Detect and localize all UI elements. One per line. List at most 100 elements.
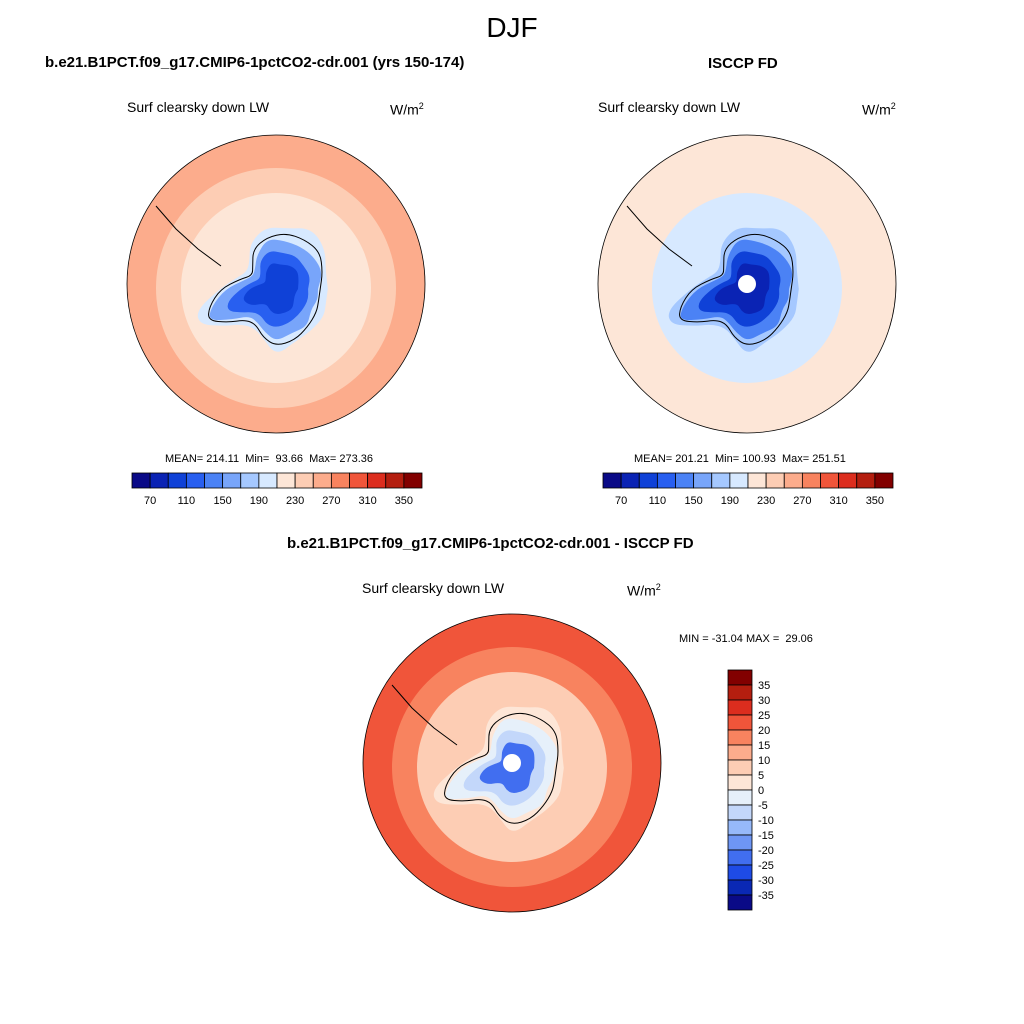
colorbar-tick-label: 270 bbox=[322, 495, 340, 507]
colorbar-box bbox=[727, 849, 753, 866]
colorbar-box bbox=[638, 472, 658, 489]
colorbar-tick-label: 5 bbox=[758, 770, 764, 782]
diff-map bbox=[362, 613, 662, 913]
model-colorbar: 70 110 150 190 230 270 310 350 bbox=[131, 472, 423, 507]
coastline bbox=[208, 233, 323, 345]
colorbar-tick-label: 30 bbox=[758, 695, 770, 707]
colorbar-box bbox=[727, 834, 753, 851]
colorbar-tick-label: 110 bbox=[649, 495, 667, 507]
colorbar-box bbox=[727, 759, 753, 776]
diff-variable-label: Surf clearsky down LW bbox=[362, 580, 505, 596]
diff-units-sup: 2 bbox=[655, 582, 661, 592]
diff-colorbar: 35 30 25 20 15 10 5 0 -5 -10 -15 -20 -25 -30 -35 bbox=[727, 669, 774, 911]
colorbar-box bbox=[801, 472, 821, 489]
obs-map bbox=[597, 134, 897, 434]
colorbar-box bbox=[693, 472, 713, 489]
colorbar-tick-label: 25 bbox=[758, 710, 770, 722]
colorbar-box bbox=[727, 684, 753, 701]
peninsula-coastline bbox=[155, 205, 222, 267]
colorbar-box bbox=[204, 472, 224, 489]
colorbar-tick-label: -35 bbox=[758, 890, 774, 902]
colorbar-box bbox=[727, 699, 753, 716]
colorbar-box bbox=[856, 472, 876, 489]
colorbar-tick-label: 190 bbox=[721, 495, 739, 507]
colorbar-box bbox=[727, 804, 753, 821]
colorbar-tick-label: 310 bbox=[829, 495, 847, 507]
map-boundary bbox=[362, 613, 662, 913]
diff-panel-title: b.e21.B1PCT.f09_g17.CMIP6-1pctCO2-cdr.00… bbox=[287, 535, 694, 552]
colorbar-box bbox=[727, 744, 753, 761]
obs-stats: MEAN= 201.21 Min= 100.93 Max= 251.51 bbox=[634, 453, 846, 465]
colorbar-tick-label: 150 bbox=[684, 495, 702, 507]
colorbar-tick-label: 350 bbox=[866, 495, 884, 507]
colorbar-box bbox=[602, 472, 622, 489]
colorbar-box bbox=[874, 472, 894, 489]
colorbar-box bbox=[727, 774, 753, 791]
diff-stats: MIN = -31.04 MAX = 29.06 bbox=[679, 633, 813, 645]
colorbar-tick-label: 35 bbox=[758, 680, 770, 692]
model-stats: MEAN= 214.11 Min= 93.66 Max= 273.36 bbox=[165, 453, 374, 465]
coastline bbox=[444, 712, 559, 824]
map-zone-plateau-interior bbox=[243, 263, 299, 315]
colorbar-box bbox=[349, 472, 369, 489]
obs-colorbar: 70 110 150 190 230 270 310 350 bbox=[602, 472, 894, 507]
colorbar-tick-label: 110 bbox=[178, 495, 196, 507]
colorbar-box bbox=[403, 472, 423, 489]
colorbar-box bbox=[222, 472, 242, 489]
obs-variable-label: Surf clearsky down LW bbox=[598, 99, 741, 115]
colorbar-tick-label: 310 bbox=[358, 495, 376, 507]
colorbar-box bbox=[367, 472, 387, 489]
colorbar-tick-label: 230 bbox=[286, 495, 304, 507]
peninsula-coastline bbox=[391, 684, 458, 746]
colorbar-box bbox=[727, 819, 753, 836]
obs-panel-title: ISCCP FD bbox=[708, 55, 778, 72]
colorbar-tick-label: 70 bbox=[615, 495, 627, 507]
colorbar-box bbox=[727, 879, 753, 896]
colorbar-tick-label: 150 bbox=[213, 495, 231, 507]
obs-units-text: W/m bbox=[862, 101, 891, 118]
model-units-label: W/m2 bbox=[390, 101, 424, 118]
colorbar-tick-label: 230 bbox=[757, 495, 775, 507]
colorbar-tick-label: 350 bbox=[395, 495, 413, 507]
colorbar-box bbox=[765, 472, 785, 489]
obs-units-label: W/m2 bbox=[862, 101, 896, 118]
missing-data-pole bbox=[738, 275, 756, 293]
colorbar-box bbox=[258, 472, 278, 489]
colorbar-box bbox=[727, 669, 753, 686]
model-variable-label: Surf clearsky down LW bbox=[127, 99, 270, 115]
colorbar-box bbox=[727, 864, 753, 881]
peninsula-coastline bbox=[626, 205, 693, 267]
colorbar-tick-label: 270 bbox=[793, 495, 811, 507]
colorbar-box bbox=[711, 472, 731, 489]
colorbar-tick-label: 15 bbox=[758, 740, 770, 752]
colorbar-box bbox=[747, 472, 767, 489]
model-units-sup: 2 bbox=[418, 101, 424, 111]
colorbar-box bbox=[294, 472, 314, 489]
colorbar-box bbox=[729, 472, 749, 489]
map-boundary bbox=[597, 134, 897, 434]
figure-title: DJF bbox=[486, 12, 538, 43]
colorbar-box bbox=[240, 472, 260, 489]
colorbar-box bbox=[820, 472, 840, 489]
colorbar-tick-label: 0 bbox=[758, 785, 764, 797]
colorbar-box bbox=[727, 789, 753, 806]
obs-units-sup: 2 bbox=[890, 101, 896, 111]
colorbar-box bbox=[727, 729, 753, 746]
map-boundary bbox=[126, 134, 426, 434]
diff-units-text: W/m bbox=[627, 582, 656, 599]
colorbar-tick-label: -30 bbox=[758, 875, 774, 887]
missing-data-pole bbox=[503, 754, 521, 772]
colorbar-box bbox=[838, 472, 858, 489]
colorbar-box bbox=[312, 472, 332, 489]
colorbar-box bbox=[783, 472, 803, 489]
colorbar-box bbox=[131, 472, 151, 489]
colorbar-box bbox=[727, 894, 753, 911]
model-map bbox=[126, 134, 426, 434]
colorbar-box bbox=[675, 472, 695, 489]
colorbar-tick-label: -20 bbox=[758, 845, 774, 857]
colorbar-box bbox=[620, 472, 640, 489]
colorbar-box bbox=[727, 714, 753, 731]
colorbar-tick-label: 10 bbox=[758, 755, 770, 767]
colorbar-tick-label: 20 bbox=[758, 725, 770, 737]
colorbar-box bbox=[276, 472, 296, 489]
